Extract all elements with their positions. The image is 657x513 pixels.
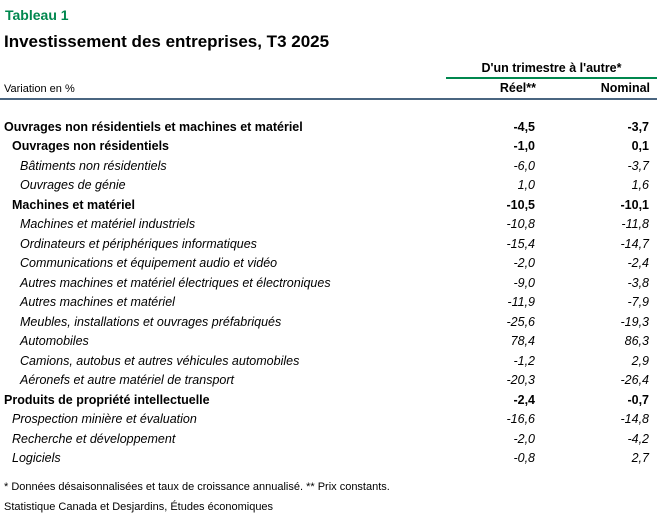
group-column-header: D'un trimestre à l'autre*	[446, 61, 657, 79]
row-label: Recherche et développement	[12, 431, 176, 446]
table-row: Automobiles 78,4 86,3	[0, 332, 657, 352]
table-row: Autres machines et matériel -11,9 -7,9	[0, 293, 657, 313]
cell-reel: 1,0	[517, 178, 535, 193]
row-label: Camions, autobus et autres véhicules aut…	[20, 353, 300, 368]
cell-nominal: 0,1	[631, 139, 649, 154]
table-row: Ouvrages non résidentiels -1,0 0,1	[0, 137, 657, 157]
table-body: Ouvrages non résidentiels et machines et…	[0, 117, 657, 468]
cell-reel: -2,0	[513, 256, 535, 271]
table-row: Machines et matériel industriels -10,8 -…	[0, 215, 657, 235]
row-label: Meubles, installations et ouvrages préfa…	[20, 314, 282, 329]
footnote-definitions: * Données désaisonnalisées et taux de cr…	[4, 481, 390, 493]
cell-nominal: -3,7	[627, 119, 649, 134]
row-label: Machines et matériel industriels	[20, 217, 196, 232]
row-label: Produits de propriété intellectuelle	[4, 392, 210, 407]
row-label: Bâtiments non résidentiels	[20, 158, 167, 173]
cell-reel: -4,5	[513, 119, 535, 134]
row-label: Ordinateurs et périphériques informatiqu…	[20, 236, 257, 251]
cell-nominal: -19,3	[620, 314, 650, 329]
row-label: Autres machines et matériel	[20, 295, 175, 310]
cell-reel: -11,9	[507, 295, 535, 310]
row-label: Autres machines et matériel électriques …	[20, 275, 331, 290]
cell-nominal: -3,8	[627, 275, 649, 290]
table-row: Machines et matériel -10,5 -10,1	[0, 195, 657, 215]
cell-nominal: -2,4	[627, 256, 649, 271]
cell-reel: -0,8	[513, 451, 535, 466]
cell-nominal: -7,9	[627, 295, 649, 310]
cell-nominal: -3,7	[627, 158, 649, 173]
row-label: Ouvrages non résidentiels et machines et…	[4, 119, 303, 134]
row-label: Aéronefs et autre matériel de transport	[20, 373, 235, 388]
cell-reel: -20,3	[506, 373, 536, 388]
table-row: Camions, autobus et autres véhicules aut…	[0, 351, 657, 371]
table-row: Logiciels -0,8 2,7	[0, 449, 657, 469]
cell-reel: -25,6	[506, 314, 536, 329]
cell-reel: -2,0	[513, 431, 535, 446]
cell-nominal: 86,3	[624, 334, 649, 349]
unit-label: Variation en %	[4, 83, 75, 95]
cell-reel: -10,8	[506, 217, 536, 232]
row-label: Machines et matériel	[12, 197, 135, 212]
table-row: Bâtiments non résidentiels -6,0 -3,7	[0, 156, 657, 176]
table-row: Autres machines et matériel électriques …	[0, 273, 657, 293]
group-header-row: D'un trimestre à l'autre*	[0, 61, 657, 79]
row-label: Ouvrages de génie	[20, 178, 126, 193]
cell-reel: -9,0	[513, 275, 535, 290]
table-row: Produits de propriété intellectuelle -2,…	[0, 390, 657, 410]
cell-nominal: -26,4	[620, 373, 650, 388]
cell-nominal: 2,9	[631, 353, 649, 368]
column-header-reel: Réel**	[499, 81, 536, 95]
cell-reel: -6,0	[513, 158, 535, 173]
table-row: Recherche et développement -2,0 -4,2	[0, 429, 657, 449]
column-header-row: Variation en % Réel** Nominal	[0, 81, 657, 100]
cell-nominal: -14,8	[620, 412, 650, 427]
cell-reel: -1,2	[513, 353, 535, 368]
column-header-nominal: Nominal	[600, 81, 650, 95]
cell-reel: -2,4	[513, 392, 535, 407]
table-number-label: Tableau 1	[5, 7, 69, 23]
table-row: Ouvrages de génie 1,0 1,6	[0, 176, 657, 196]
cell-reel: 78,4	[510, 334, 535, 349]
row-label: Logiciels	[12, 451, 61, 466]
cell-reel: -15,4	[506, 236, 536, 251]
row-label: Prospection minière et évaluation	[12, 412, 197, 427]
table-title: Investissement des entreprises, T3 2025	[4, 32, 330, 51]
table-row: Ouvrages non résidentiels et machines et…	[0, 117, 657, 137]
footnotes: * Données désaisonnalisées et taux de cr…	[0, 481, 657, 513]
cell-nominal: -0,7	[627, 392, 649, 407]
row-label: Ouvrages non résidentiels	[12, 139, 169, 154]
cell-reel: -16,6	[506, 412, 536, 427]
cell-reel: -10,5	[506, 197, 536, 212]
row-label: Communications et équipement audio et vi…	[20, 256, 278, 271]
table-row: Meubles, installations et ouvrages préfa…	[0, 312, 657, 332]
row-label: Automobiles	[20, 334, 89, 349]
cell-nominal: -14,7	[620, 236, 650, 251]
cell-nominal: -10,1	[620, 197, 650, 212]
cell-reel: -1,0	[513, 139, 535, 154]
source-line: Statistique Canada et Desjardins, Études…	[4, 501, 274, 513]
cell-nominal: -4,2	[627, 431, 649, 446]
cell-nominal: 2,7	[631, 451, 649, 466]
cell-nominal: -11,8	[621, 217, 649, 232]
cell-nominal: 1,6	[631, 178, 649, 193]
table-row: Ordinateurs et périphériques informatiqu…	[0, 234, 657, 254]
table-row: Aéronefs et autre matériel de transport …	[0, 371, 657, 391]
table-row: Prospection minière et évaluation -16,6 …	[0, 410, 657, 430]
table-row: Communications et équipement audio et vi…	[0, 254, 657, 274]
